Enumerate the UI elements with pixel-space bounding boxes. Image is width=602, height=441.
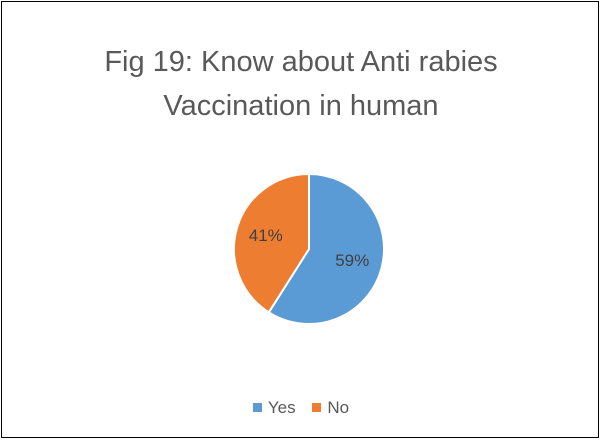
data-label-no: 41%: [249, 226, 283, 245]
legend-label-no: No: [327, 397, 350, 417]
chart-title: Fig 19: Know about Anti rabies Vaccinati…: [2, 40, 600, 128]
legend-swatch-yes: [252, 403, 262, 412]
legend-item-no: No: [312, 398, 349, 418]
chart-title-line-1: Fig 19: Know about Anti rabies: [104, 46, 498, 78]
legend-item-yes: Yes: [252, 397, 296, 418]
chart-legend: Yes No: [2, 397, 600, 418]
data-label-yes: 59%: [335, 251, 369, 270]
pie-slice-no: [233, 172, 310, 314]
pie-slice-yes: [267, 172, 385, 325]
legend-label-yes: Yes: [267, 397, 296, 417]
chart-title-line-2: Vaccination in human: [163, 90, 439, 122]
legend-swatch-no: [312, 403, 322, 412]
